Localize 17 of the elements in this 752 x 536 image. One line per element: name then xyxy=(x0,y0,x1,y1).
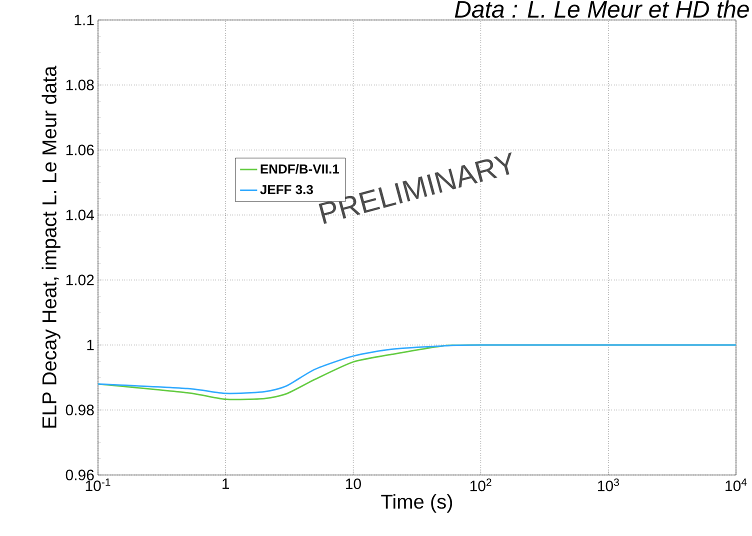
y-tick-label: 0.98 xyxy=(66,404,94,416)
x-tick-label: 10$^{3}$ xyxy=(598,478,619,492)
x-tick-label: 10$^{4}$ xyxy=(726,478,747,492)
y-tick-label: 1.06 xyxy=(66,144,94,156)
y-tick-label: 1.08 xyxy=(66,80,94,90)
y-tick-label: 1.04 xyxy=(66,210,94,220)
chart-title: Data : L. Le Meur et HD the xyxy=(454,0,749,18)
y-tick-label: 0.96 xyxy=(66,470,94,480)
legend-label: JEFF 3.3 xyxy=(260,184,313,194)
x-tick-label: 10 xyxy=(346,478,361,490)
y-axis-title: ELP Decay Heat, impact L. Le Meur data xyxy=(42,66,60,428)
y-tick-label: 1 xyxy=(87,340,94,350)
x-tick-label: 10$^{2}$ xyxy=(470,478,492,492)
y-tick-label: 1.02 xyxy=(66,274,94,286)
y-tick-label: 1.1 xyxy=(74,14,94,26)
x-axis-title: Time (s) xyxy=(381,494,452,513)
x-tick-label: 1 xyxy=(222,478,230,489)
